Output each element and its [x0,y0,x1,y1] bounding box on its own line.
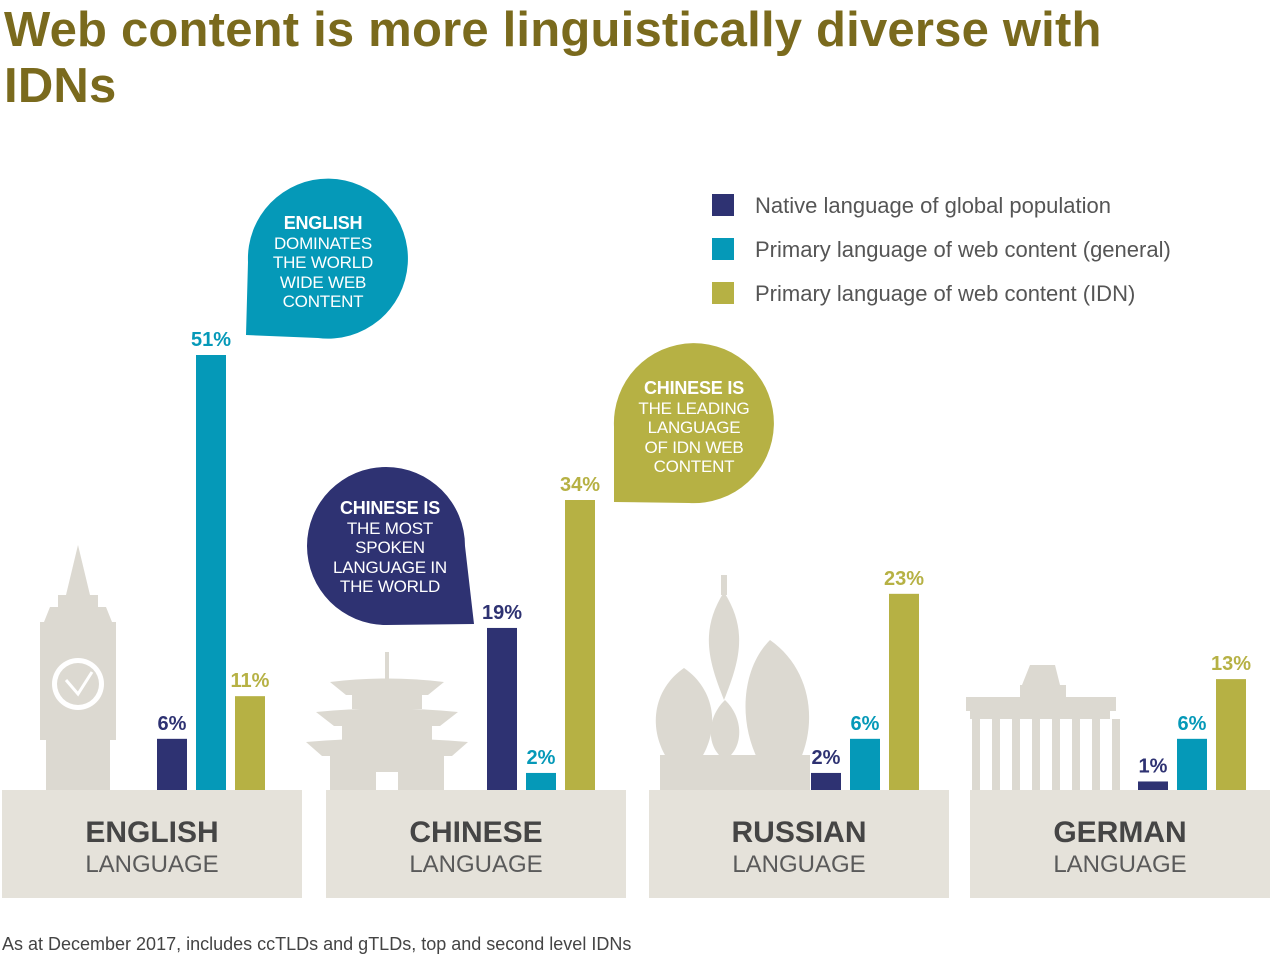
data-label-german-idn: 13% [1211,653,1251,675]
bubble-english [246,178,408,339]
data-label-russian-native: 2% [812,747,841,769]
data-label-english-native: 6% [158,713,187,735]
category-name-chinese: CHINESE [409,816,543,849]
bar-german-native [1138,781,1168,790]
legend-swatch-idn [712,282,734,304]
brandenburg-gate-icon [966,665,1120,790]
annotation-english-bold: ENGLISH [283,213,363,233]
annotation-chinese-idn: CHINESE IS THE LEADING LANGUAGE OF IDN W… [616,378,772,477]
platform-english [2,790,302,898]
annotation-english-line-1: DOMINATES [273,233,372,253]
platform-russian [649,790,949,898]
legend-label-idn: Primary language of web content (IDN) [755,281,1136,306]
pagoda-icon [306,652,468,790]
annotation-chinese-spoken-line-4: THE WORLD [339,577,441,596]
bar-english-native [157,738,187,790]
bar-english-general [196,355,226,790]
legend-swatch-native [712,194,734,216]
legend-swatch-general [712,238,734,260]
annotation-chinese-spoken-line-2: SPOKEN [355,538,425,557]
annotation-chinese-idn-line-2: LANGUAGE [647,418,741,437]
data-label-russian-idn: 23% [884,568,924,590]
annotation-chinese-idn-line-3: OF IDN WEB [644,437,744,457]
data-label-russian-general: 6% [851,713,880,735]
onion-domes-icon [655,575,810,790]
data-label-chinese-general: 2% [527,747,556,769]
bar-german-general [1177,738,1207,790]
data-label-chinese-native: 19% [482,602,522,624]
annotation-english-line-3: WIDE WEB [279,272,367,292]
bubble-chinese-idn [613,343,774,504]
data-label-english-general: 51% [191,329,231,351]
data-label-english-idn: 11% [231,670,270,692]
category-label-russian: RUSSIAN LANGUAGE [649,816,949,880]
bar-chinese-general [526,772,556,790]
platform-chinese [326,790,626,898]
annotation-chinese-spoken-line-3: LANGUAGE IN [333,557,447,577]
bar-english-idn [235,696,265,790]
category-sub-russian: LANGUAGE [732,851,866,878]
annotation-chinese-idn-line-4: CONTENT [653,457,735,476]
footnote: As at December 2017, includes ccTLDs and… [2,934,632,954]
bar-russian-idn [889,593,919,790]
platform-german [970,790,1270,898]
chart-title: Web content is more linguistically diver… [4,3,1102,113]
data-label-german-general: 6% [1178,713,1207,735]
legend-label-native: Native language of global population [755,193,1111,218]
bar-german-idn [1216,679,1246,790]
annotation-chinese-spoken-line-1: THE MOST [346,518,434,538]
category-sub-english: LANGUAGE [85,851,219,878]
annotation-chinese-spoken-bold: CHINESE IS [339,498,441,518]
data-label-chinese-idn: 34% [560,474,600,496]
bar-russian-native [811,772,841,790]
category-name-english: ENGLISH [85,816,219,849]
category-label-german: GERMAN LANGUAGE [970,816,1270,880]
bar-chinese-idn [565,500,595,790]
annotation-english: ENGLISH DOMINATES THE WORLD WIDE WEB CON… [248,213,398,312]
category-label-chinese: CHINESE LANGUAGE [326,816,626,880]
category-label-english: ENGLISH LANGUAGE [2,816,302,880]
category-name-russian: RUSSIAN [731,816,867,849]
bar-russian-general [850,738,880,790]
annotation-chinese-idn-bold: CHINESE IS [643,378,745,398]
bar-chinese-native [487,627,517,790]
bubble-chinese-spoken [307,467,474,625]
annotation-chinese-spoken: CHINESE IS THE MOST SPOKEN LANGUAGE IN T… [310,498,470,597]
annotation-chinese-idn-line-1: THE LEADING [638,398,750,418]
annotation-english-line-2: THE WORLD [272,253,374,272]
big-ben-icon [40,545,116,790]
category-sub-chinese: LANGUAGE [409,851,543,878]
category-sub-german: LANGUAGE [1053,851,1187,878]
category-name-german: GERMAN [1053,816,1187,849]
data-label-german-native: 1% [1139,755,1168,777]
annotation-english-line-4: CONTENT [282,292,364,311]
legend-label-general: Primary language of web content (general… [755,237,1171,262]
